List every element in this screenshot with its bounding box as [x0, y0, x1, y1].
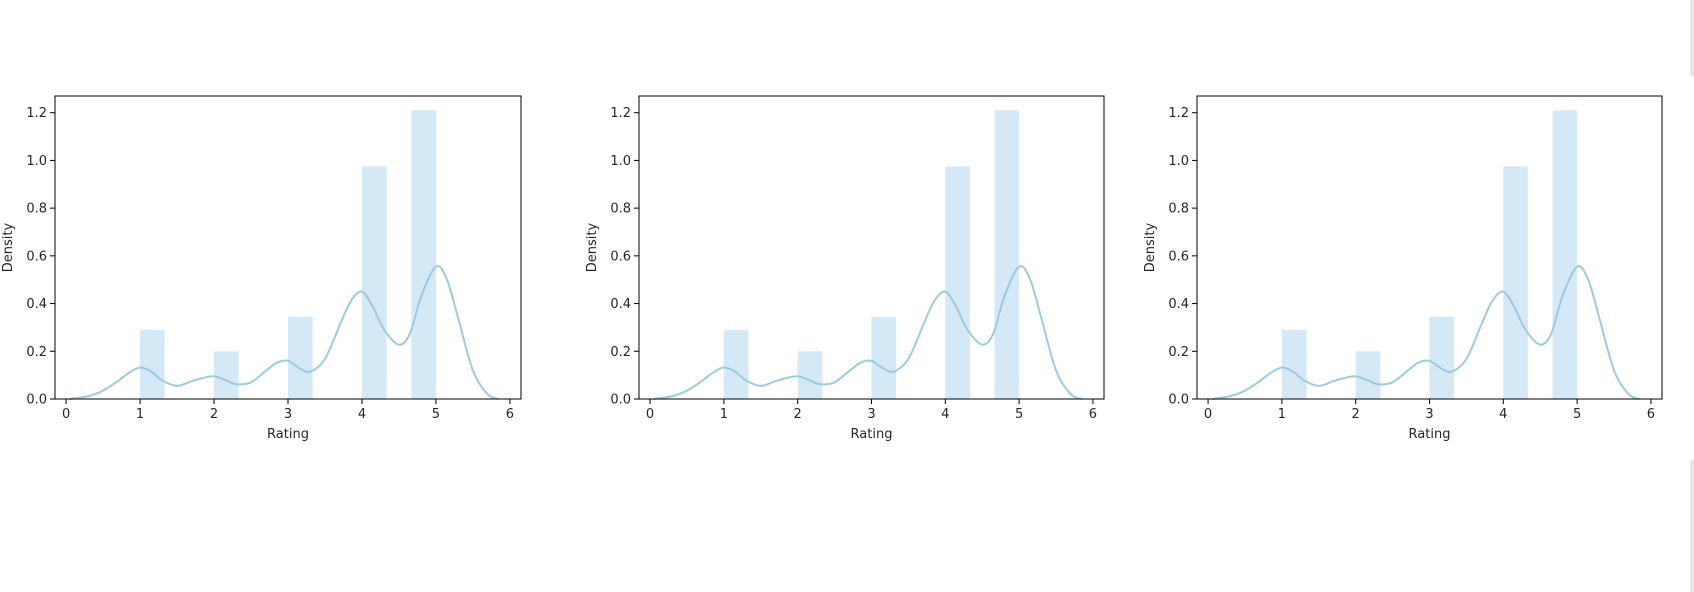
histogram-bar: [214, 351, 239, 399]
histogram-bar: [871, 316, 897, 399]
x-tick-label: 2: [794, 407, 802, 422]
subplot-3: 0 1 2 3 4 5 6 0.0 0.2 0.4 0.6 0.8 1.0 1.2 Rating Densit…: [1143, 95, 1663, 442]
y-tick-label: 0.2: [26, 345, 47, 360]
y-tick-label: 0.0: [26, 393, 47, 408]
x-tick-label: 3: [1425, 407, 1433, 422]
x-tick-label: 1: [720, 407, 728, 422]
y-tick-label: 0.8: [26, 202, 47, 217]
y-axis-label: Density: [585, 222, 600, 272]
x-tick-label: 4: [941, 407, 949, 422]
y-axis-label: Density: [1, 222, 16, 272]
x-tick-label: 0: [1204, 407, 1212, 422]
y-tick-label: 0.0: [610, 393, 631, 408]
histogram-bar: [1429, 316, 1455, 399]
y-tick-label: 0.8: [610, 202, 631, 217]
y-axis-label: Density: [1143, 222, 1158, 272]
y-tick-label: 0.4: [610, 297, 631, 312]
kde-line: [653, 265, 1083, 400]
y-tick-label: 1.0: [26, 154, 47, 169]
y-tick-label: 1.0: [610, 154, 631, 169]
histogram-bar: [1281, 329, 1307, 399]
y-tick-label: 1.2: [26, 106, 47, 121]
x-tick-label: 2: [1352, 407, 1360, 422]
histogram-bar: [288, 316, 313, 399]
x-tick-label: 4: [1499, 407, 1507, 422]
histogram-bar: [797, 351, 823, 399]
x-tick-label: 4: [358, 407, 366, 422]
x-tick-label: 2: [210, 407, 218, 422]
histogram-bar: [140, 329, 165, 399]
histogram-bar: [1355, 351, 1381, 399]
histogram-bar: [994, 110, 1020, 399]
y-tick-label: 1.2: [1168, 106, 1189, 121]
x-tick-label: 6: [506, 407, 514, 422]
x-tick-label: 5: [1015, 407, 1023, 422]
histogram-bar: [1552, 110, 1578, 399]
histogram-bar: [411, 110, 436, 399]
histogram-bar: [723, 329, 749, 399]
y-tick-label: 0.8: [1168, 202, 1189, 217]
x-axis-label: Rating: [851, 427, 893, 442]
y-tick-label: 0.2: [610, 345, 631, 360]
x-tick-label: 5: [1573, 407, 1581, 422]
y-tick-label: 0.0: [1168, 393, 1189, 408]
x-tick-label: 6: [1089, 407, 1097, 422]
y-tick-label: 1.0: [1168, 154, 1189, 169]
x-tick-label: 0: [62, 407, 70, 422]
kde-line: [1211, 265, 1641, 400]
y-tick-label: 0.6: [1168, 249, 1189, 264]
scrollbar-track-top[interactable]: [1690, 0, 1694, 76]
x-tick-label: 5: [432, 407, 440, 422]
y-tick-label: 0.4: [26, 297, 47, 312]
x-tick-label: 1: [136, 407, 144, 422]
subplot-1: 0 1 2 3 4 5 6 0.0 0.2 0.4 0.6 0.8 1.0 1.2 Rating Densit…: [1, 95, 522, 442]
x-tick-label: 1: [1278, 407, 1286, 422]
kde-line: [69, 265, 500, 400]
y-tick-label: 0.6: [610, 249, 631, 264]
x-tick-label: 6: [1647, 407, 1655, 422]
histogram-bar: [1503, 166, 1528, 399]
y-tick-label: 0.2: [1168, 345, 1189, 360]
x-axis-label: Rating: [267, 427, 309, 442]
subplot-2: 0 1 2 3 4 5 6 0.0 0.2 0.4 0.6 0.8 1.0 1.2 Rating Densit…: [585, 95, 1105, 442]
y-tick-label: 1.2: [610, 106, 631, 121]
x-tick-label: 3: [867, 407, 875, 422]
x-tick-label: 0: [646, 407, 654, 422]
x-tick-label: 3: [284, 407, 292, 422]
histogram-bar: [945, 166, 970, 399]
scrollbar-track-bottom[interactable]: [1690, 460, 1694, 592]
x-axis-label: Rating: [1409, 427, 1451, 442]
y-tick-label: 0.4: [1168, 297, 1189, 312]
histogram-bar: [361, 166, 387, 399]
y-tick-label: 0.6: [26, 249, 47, 264]
